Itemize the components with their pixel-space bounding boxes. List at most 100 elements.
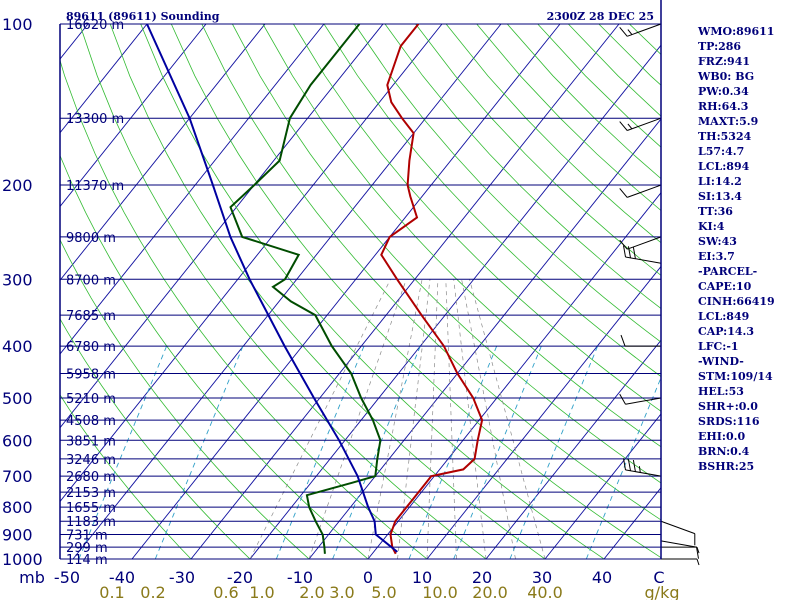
mixing-ratio-tick-label: g/kg [645, 583, 680, 600]
isotherm [308, 118, 661, 559]
wind-barb [661, 558, 700, 566]
pressure-tick-label: 1000 [2, 550, 43, 569]
isotherm [60, 24, 148, 134]
sounding-index-item: BRN:0.4 [698, 445, 750, 458]
wind-barb-half-flag [627, 29, 633, 35]
height-label: 114 m [66, 553, 108, 568]
wind-barb-staff [625, 256, 662, 264]
sounding-index-item: STM:109/14 [698, 370, 773, 383]
wind-barb-flag [619, 121, 628, 131]
sounding-index-item: LCL:849 [698, 310, 750, 323]
wind-barb-flag [627, 459, 631, 471]
wind-barb-flag [620, 334, 626, 347]
sounding-index-item: TH:5324 [698, 130, 752, 143]
pressure-tick-label: 800 [2, 498, 33, 517]
mixing-ratio-line [408, 345, 498, 559]
sounding-index-item: TT:36 [698, 205, 733, 218]
temperature-profile [380, 24, 484, 555]
wind-barb-flag [619, 188, 628, 198]
mixing-ratio-line [78, 345, 168, 559]
mixing-ratio-line [509, 345, 599, 559]
mixing-ratio-line [585, 376, 661, 559]
wind-barb-half-flag [696, 558, 700, 566]
chart-series [146, 24, 484, 555]
height-label: 299 m [66, 541, 108, 556]
temperature-tick-label: 0 [363, 568, 373, 587]
moist-adiabat [426, 279, 439, 559]
sounding-index-item: KI:4 [698, 220, 725, 233]
wind-barb-half-flag [627, 123, 633, 130]
sounding-index-item: BSHR:25 [698, 460, 755, 473]
sounding-index-item: SHR+:0.0 [698, 400, 758, 413]
sounding-index-item: WB0: BG [698, 70, 755, 83]
wind-barb-flag [632, 460, 636, 472]
chart-title: 89611 (89611) Sounding [66, 10, 220, 23]
wind-barb-flag [632, 247, 636, 259]
dewpoint-profile [229, 24, 382, 554]
sounding-index-item: EHI:0.0 [698, 430, 746, 443]
pressure-tick-label: 300 [2, 270, 33, 289]
height-label: 2153 m [66, 486, 116, 501]
isotherm [60, 24, 207, 208]
temperature-tick-label: 40 [592, 568, 612, 587]
height-label: 6780 m [66, 340, 116, 355]
temperature-tick-label: 20 [472, 568, 492, 587]
sounding-index-item: TP:286 [698, 40, 742, 53]
parcel-profile [146, 24, 398, 553]
sounding-index-item: SRDS:116 [698, 415, 760, 428]
wind-barb-staff [627, 23, 662, 37]
height-label: 1655 m [66, 501, 116, 516]
mixing-ratio-tick-label: 0.2 [140, 583, 165, 600]
pressure-tick-label: 100 [2, 15, 33, 34]
wind-barb [619, 236, 662, 250]
wind-barb-flag [623, 245, 626, 258]
wind-barb-flag [627, 246, 631, 258]
mixing-ratio-tick-label: 1.0 [249, 583, 274, 600]
mixing-ratio-tick-label: 2.0 [299, 583, 324, 600]
pressure-tick-label: 500 [2, 389, 33, 408]
height-label: 11370 m [66, 179, 124, 194]
sounding-index-item: WMO:89611 [698, 25, 775, 38]
wind-barb-staff [625, 469, 662, 477]
isotherm [72, 24, 502, 559]
mixing-ratio-tick-label: 10.0 [422, 583, 458, 600]
wind-barb-flag [619, 393, 626, 405]
mixing-ratio-line [275, 345, 365, 559]
mixing-ratio-tick-label: 5.0 [371, 583, 396, 600]
mixing-ratio-tick-label: 3.0 [329, 583, 354, 600]
isotherm [485, 339, 661, 559]
height-label: 7685 m [66, 309, 116, 324]
mixing-ratio-line [453, 345, 542, 559]
height-label: 4508 m [66, 414, 116, 429]
sounding-index-item: EI:3.7 [698, 250, 735, 263]
sounding-index-item: L57:4.7 [698, 145, 745, 158]
temperature-tick-label: -40 [109, 568, 135, 587]
temperature-tick-label: 10 [412, 568, 432, 587]
sounding-index-item: RH:64.3 [698, 100, 749, 113]
chart-subtitle: 2300Z 28 DEC 25 [547, 10, 654, 23]
wind-barb-staff [625, 397, 662, 405]
pressure-tick-label: 400 [2, 337, 33, 356]
wind-barb-flag [696, 547, 699, 559]
temperature-tick-label: -10 [287, 568, 313, 587]
wind-barb [660, 540, 699, 559]
sounding-index-item: CAP:14.3 [698, 325, 755, 338]
wind-barb [623, 245, 662, 264]
sounding-index-item: CAPE:10 [698, 280, 752, 293]
height-label: 2680 m [66, 470, 116, 485]
sounding-index-item: SI:13.4 [698, 190, 742, 203]
wind-barb-flag [623, 458, 626, 470]
pressure-tick-label: 200 [2, 176, 33, 195]
mixing-ratio-line [154, 345, 244, 559]
height-label: 3851 m [66, 434, 116, 449]
isotherm [60, 24, 266, 281]
wind-barb-staff [627, 184, 662, 198]
mixing-ratio-tick-label: 0.6 [213, 583, 238, 600]
temperature-tick-label: 30 [532, 568, 552, 587]
wind-barb-staff [627, 117, 662, 131]
height-label: 731 m [66, 529, 108, 544]
height-label: 8700 m [66, 273, 116, 288]
sounding-index-item: FRZ:941 [698, 55, 751, 68]
wind-barb [619, 184, 662, 198]
